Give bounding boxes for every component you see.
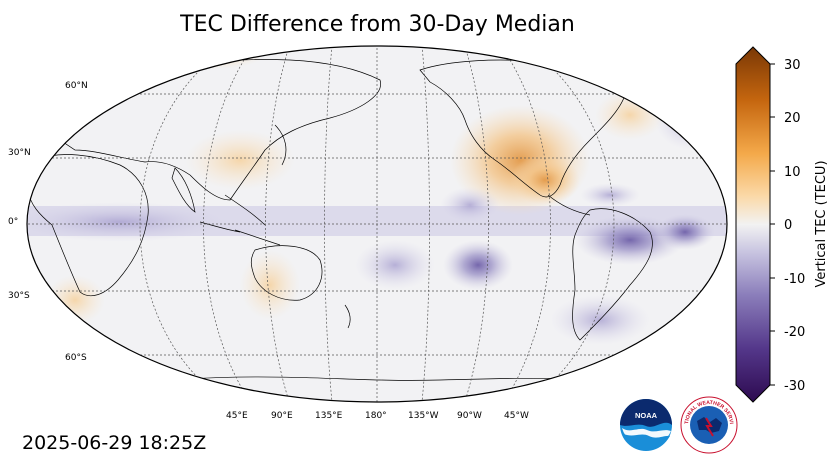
- colorbar-ticks: [770, 63, 775, 386]
- colorbar-tick-neg10: -10: [784, 272, 805, 287]
- lon-line-135e: [324, 46, 333, 402]
- africa-coast: [27, 154, 149, 297]
- australia-coast: [250, 245, 323, 301]
- colorbar-tick-10: 10: [784, 165, 801, 180]
- mexico-positive-anomaly: [510, 155, 580, 205]
- lat-label-60n: 60°N: [65, 81, 88, 91]
- asia-positive-anomaly: [185, 130, 295, 190]
- new-zealand-coast: [344, 304, 351, 329]
- south-atlantic-positive-anomaly: [45, 275, 105, 325]
- caribbean-negative-anomaly: [580, 183, 640, 207]
- lat-label-30s: 30°S: [8, 291, 30, 301]
- lon-line-135w: [421, 46, 430, 402]
- lat-label-0: 0°: [8, 217, 18, 227]
- colorbar-bar: [735, 46, 771, 403]
- colorbar-tick-neg30: -30: [784, 379, 805, 394]
- lon-label-180: 180°: [365, 411, 387, 421]
- brazil-negative-anomaly: [655, 214, 715, 250]
- colorbar-tick-neg20: -20: [784, 325, 805, 340]
- noaa-logo: NOAA: [620, 399, 672, 451]
- lon-label-45e: 45°E: [226, 411, 248, 421]
- colorbar-tick-0: 0: [784, 218, 792, 233]
- timestamp: 2025-06-29 18:25Z: [22, 432, 207, 454]
- arctic-positive-anomaly: [165, 46, 265, 69]
- india-coast: [171, 167, 196, 213]
- svg-text:NOAA: NOAA: [635, 411, 658, 420]
- lon-line-90w: [465, 49, 489, 399]
- indian-ocean-positive-anomaly: [240, 250, 300, 320]
- lat-label-60s: 60°S: [65, 353, 87, 363]
- colorbar-label: Vertical TEC (TECU): [814, 160, 829, 287]
- lon-line-90e: [265, 49, 289, 399]
- greenland-negative-anomaly: [655, 90, 725, 150]
- map-title: TEC Difference from 30-Day Median: [180, 12, 575, 37]
- lat-label-30n: 30°N: [8, 148, 31, 158]
- nws-logo: NATIONAL WEATHER SERVICE: [680, 396, 738, 454]
- south-pacific-negative-anomaly: [355, 240, 435, 290]
- greenland-coast: [639, 59, 701, 115]
- colorbar-tick-20: 20: [784, 111, 801, 126]
- africa-negative-anomaly: [27, 202, 230, 242]
- lon-line-0: [139, 69, 201, 381]
- lon-line-45w: [509, 59, 551, 393]
- lon-label-90e: 90°E: [271, 411, 293, 421]
- south-america-coast: [572, 208, 653, 341]
- lon-line-0-east: [553, 69, 615, 381]
- central-pacific-negative-anomaly: [440, 187, 500, 223]
- lon-label-90w: 90°W: [457, 411, 482, 421]
- globe-outline: [26, 45, 728, 403]
- lon-label-45w: 45°W: [504, 411, 529, 421]
- globe: [26, 45, 728, 403]
- colorbar: 30 20 10 0 -10 -20 -30 Vertical TEC (TEC…: [735, 46, 829, 403]
- graticule: [27, 46, 727, 402]
- japan-coast: [274, 124, 287, 166]
- lon-label-135e: 135°E: [315, 411, 343, 421]
- colorbar-tick-30: 30: [784, 58, 801, 73]
- lon-line-45e: [203, 59, 245, 393]
- lon-label-135w: 135°W: [408, 411, 439, 421]
- anomaly-field: [27, 46, 727, 345]
- pacific-negative-anomaly: [443, 240, 513, 290]
